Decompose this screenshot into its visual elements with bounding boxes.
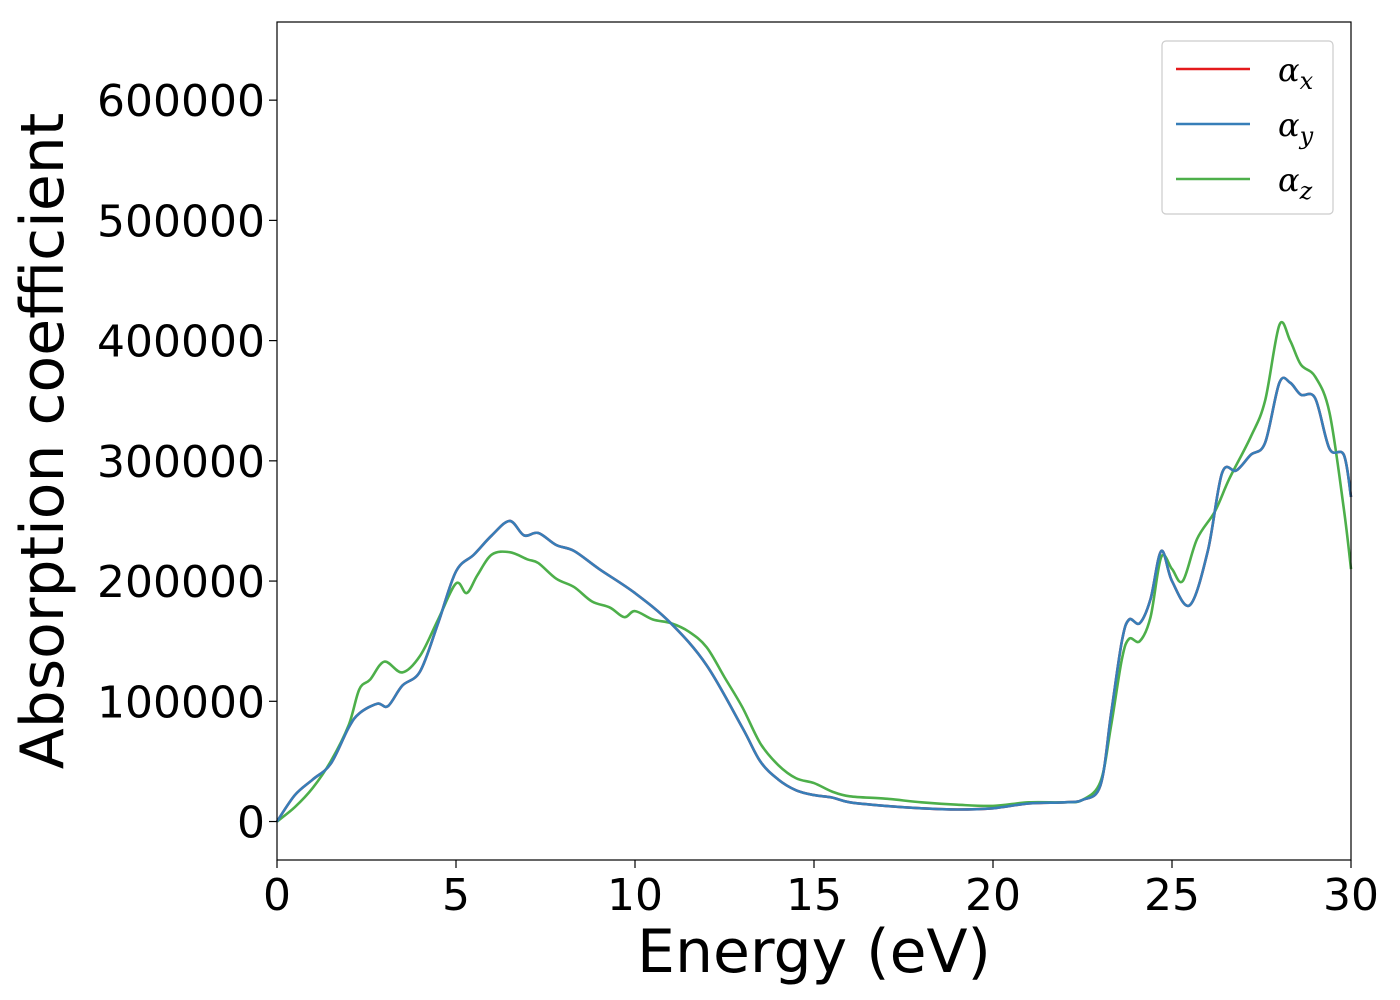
series-line-z <box>276 320 1353 823</box>
x-tick-label: 5 <box>442 870 470 921</box>
y-tick-label: 200000 <box>97 557 265 608</box>
series-line-y <box>275 376 1353 823</box>
legend-symbol: α <box>1278 161 1300 199</box>
legend-label-x: αx <box>1278 51 1314 95</box>
x-tick-label: 20 <box>965 870 1021 921</box>
x-tick-label: 15 <box>786 870 842 921</box>
x-axis: 0 5 10 15 20 25 30 <box>263 860 1379 921</box>
legend-subscript: z <box>1299 177 1313 205</box>
legend-symbol: α <box>1278 51 1300 89</box>
legend-subscript: y <box>1299 122 1314 150</box>
y-tick-label: 300000 <box>97 437 265 488</box>
y-axis: 0 100000 200000 300000 400000 500000 600000 <box>97 76 277 849</box>
y-tick-label: 100000 <box>97 677 265 728</box>
x-tick-label: 10 <box>607 870 663 921</box>
x-tick-label: 30 <box>1323 870 1379 921</box>
y-axis-title: Absorption coefficient <box>8 113 78 770</box>
y-tick-label: 600000 <box>97 76 265 127</box>
legend-symbol: α <box>1278 106 1300 144</box>
y-tick-label: 500000 <box>97 196 265 247</box>
legend-label-y: αy <box>1278 106 1314 150</box>
x-axis-title: Energy (eV) <box>637 917 991 987</box>
x-tick-label: 25 <box>1144 870 1200 921</box>
series-layer <box>275 320 1353 823</box>
legend-frame <box>1161 40 1334 215</box>
x-tick-label: 0 <box>263 870 291 921</box>
legend-subscript: x <box>1300 67 1314 95</box>
legend-label-z: αz <box>1278 161 1313 205</box>
y-tick-label: 400000 <box>97 317 265 368</box>
y-tick-label: 0 <box>237 798 265 849</box>
